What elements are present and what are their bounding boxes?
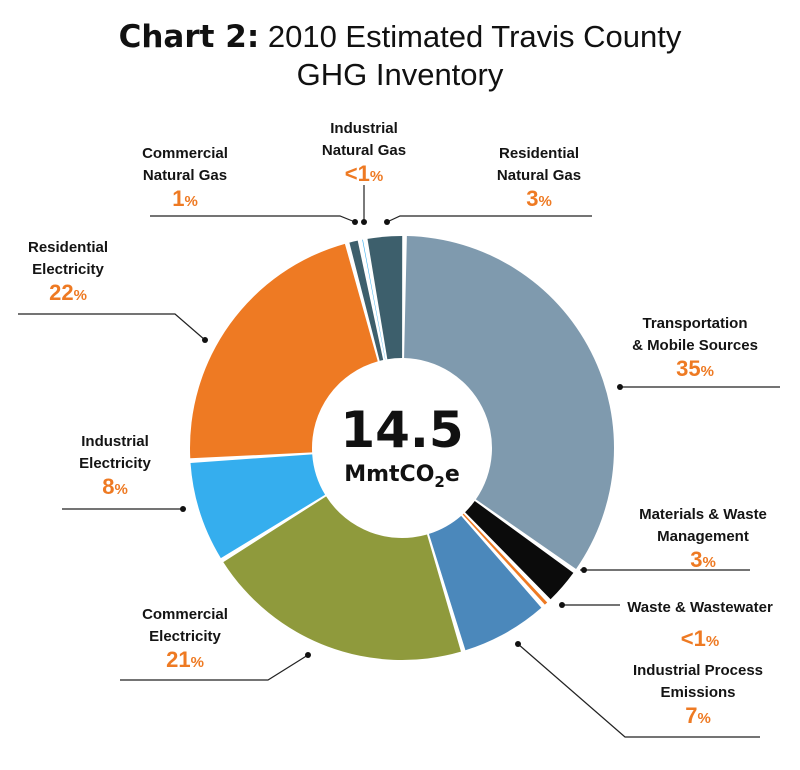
slice-label-9-line-1: Natural Gas — [497, 167, 581, 184]
leader-dot-7 — [352, 219, 358, 225]
slice-label-0-line-0: Transportation — [642, 315, 747, 332]
slice-label-4-line-1: Electricity — [149, 628, 221, 645]
leader-line-7 — [150, 215, 356, 223]
slice-4 — [223, 496, 461, 660]
slice-labels: Transportation & Mobile Sources 35% Materia… — [28, 120, 773, 728]
slice-3 — [428, 515, 542, 651]
slice-label-6-line-0: Residential — [28, 239, 108, 256]
slice-label-9-line-0: Residential — [499, 145, 579, 162]
leader-dot-9 — [384, 219, 390, 225]
slice-label-1-line-1: Management — [657, 528, 749, 545]
slice-label-8-line-1: Natural Gas — [322, 142, 406, 159]
leader-dot-6 — [202, 337, 208, 343]
slice-label-4-line-0: Commercial — [142, 606, 228, 623]
slice-label-3-line-1: Emissions — [660, 684, 735, 701]
leader-dot-1 — [581, 567, 587, 573]
leader-dot-4 — [305, 652, 311, 658]
title-line-1: Chart 2: 2010 Estimated Travis County — [0, 18, 800, 56]
slice-2 — [462, 513, 548, 605]
slice-7 — [349, 240, 384, 361]
slice-label-7-line-0: Commercial — [142, 145, 228, 162]
leader-dot-8 — [361, 219, 367, 225]
slice-percent-1: 3% — [690, 547, 716, 572]
slice-1 — [465, 500, 574, 600]
slice-percent-0: 35% — [676, 356, 714, 381]
leader-lines — [18, 185, 780, 738]
slice-label-5-line-1: Electricity — [79, 455, 151, 472]
slice-percent-2: <1% — [681, 626, 719, 651]
slice-label-7-line-1: Natural Gas — [143, 167, 227, 184]
slice-percent-8: <1% — [345, 161, 383, 186]
title-lead: Chart 2: — [118, 19, 260, 55]
chart-title: Chart 2: 2010 Estimated Travis County GH… — [0, 18, 800, 94]
leader-dot-2 — [559, 602, 565, 608]
title-line-2: GHG Inventory — [296, 57, 504, 92]
leader-dot-5 — [180, 506, 186, 512]
slice-0 — [404, 236, 614, 570]
leader-line-3 — [517, 643, 760, 738]
title-rest: 2010 Estimated Travis County — [267, 19, 682, 54]
slice-label-8-line-0: Industrial — [330, 120, 398, 137]
slice-percent-5: 8% — [102, 474, 128, 499]
leader-line-9 — [386, 215, 592, 223]
leader-line-6 — [18, 313, 206, 341]
slice-label-1-line-0: Materials & Waste — [639, 506, 767, 523]
slice-label-3-line-0: Industrial Process — [633, 662, 763, 679]
donut-slices — [189, 236, 614, 660]
slice-label-0-line-1: & Mobile Sources — [632, 337, 758, 354]
leader-dot-3 — [515, 641, 521, 647]
center-unit-main: MmtCO — [344, 462, 434, 487]
slice-8 — [362, 239, 386, 360]
slice-9 — [367, 236, 403, 360]
leader-line-4 — [120, 654, 309, 681]
slice-percent-4: 21% — [166, 647, 204, 672]
center-total: 14.5 MmtCO2e — [340, 401, 463, 491]
slice-percent-3: 7% — [685, 703, 711, 728]
slice-6 — [189, 243, 378, 459]
center-total-value: 14.5 — [340, 401, 463, 459]
slice-5 — [190, 454, 326, 559]
slice-percent-6: 22% — [49, 280, 87, 305]
center-unit-tail: e — [445, 462, 460, 487]
leader-dot-0 — [617, 384, 623, 390]
slice-percent-9: 3% — [526, 186, 552, 211]
slice-label-2-line-0: Waste & Wastewater — [627, 599, 773, 616]
center-total-unit: MmtCO2e — [344, 462, 460, 491]
slice-percent-7: 1% — [172, 186, 198, 211]
slice-label-6-line-1: Electricity — [32, 261, 104, 278]
center-unit-sub: 2 — [434, 473, 444, 491]
slice-label-5-line-0: Industrial — [81, 433, 149, 450]
